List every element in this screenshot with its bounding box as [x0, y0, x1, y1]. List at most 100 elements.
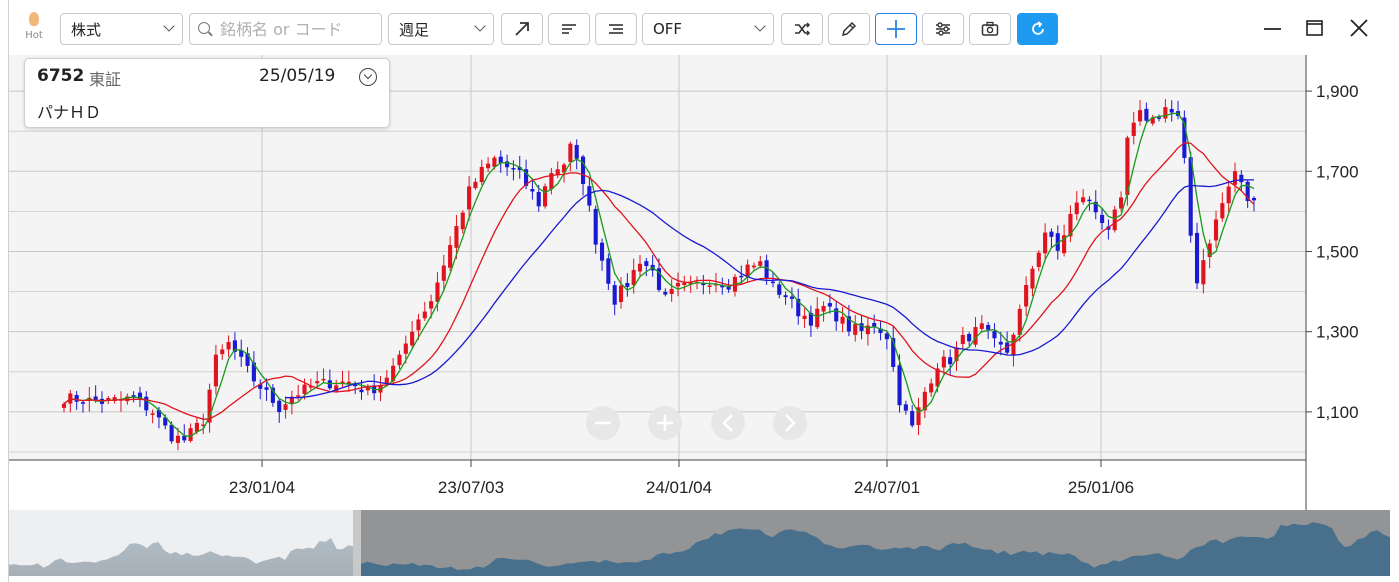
candle-body: [1251, 197, 1257, 201]
chevron-circle-down-icon[interactable]: [359, 68, 377, 86]
candle-body: [403, 343, 408, 354]
zoom-out-button[interactable]: [586, 406, 620, 440]
candle-body: [986, 324, 991, 330]
candle-body: [1188, 157, 1193, 236]
candle-body: [441, 265, 446, 281]
candle-body: [903, 404, 908, 411]
candle-body: [93, 396, 98, 401]
candle-body: [283, 404, 288, 410]
indicator-select[interactable]: OFF: [642, 13, 774, 45]
candle-body: [656, 268, 662, 290]
ma-short-line: [63, 112, 1255, 438]
candle-body: [796, 298, 801, 317]
candle-body: [131, 395, 136, 397]
candle-body: [751, 265, 757, 268]
x-tick-label: 24/07/01: [854, 478, 920, 497]
candle-body: [713, 283, 719, 286]
candle-body: [308, 386, 313, 388]
candle-body: [473, 181, 478, 189]
symbol-name: パナＨＤ: [37, 103, 102, 122]
navigator-handle[interactable]: [353, 510, 361, 576]
candle-body: [1074, 202, 1079, 215]
candle-body: [150, 413, 155, 415]
period-select[interactable]: 週足: [388, 13, 494, 45]
candle-body: [61, 403, 67, 408]
zoom-in-button[interactable]: [648, 406, 682, 440]
candle-body: [251, 362, 256, 382]
candle-body: [1049, 231, 1054, 237]
candle-body: [479, 166, 484, 183]
screenshot-button[interactable]: [969, 13, 1011, 45]
candle-body: [574, 144, 579, 159]
candle-body: [865, 325, 870, 335]
ma-mid-line: [63, 142, 1255, 420]
candle-body: [675, 282, 681, 287]
candle-body: [454, 226, 459, 248]
candle-body: [435, 282, 440, 302]
hot-button[interactable]: Hot: [20, 12, 48, 48]
candle-body: [998, 341, 1003, 345]
candle-body: [213, 354, 218, 387]
candle-body: [549, 173, 554, 190]
draw-button[interactable]: [828, 13, 870, 45]
align-left-button[interactable]: [548, 13, 590, 45]
candle-body: [872, 323, 877, 327]
candle-body: [1194, 232, 1200, 284]
refresh-icon: [1031, 21, 1044, 35]
symbol-date: 25/05/19: [259, 66, 336, 86]
navigator[interactable]: [9, 510, 1390, 576]
candle-body: [1112, 209, 1117, 231]
candle-body: [720, 285, 725, 288]
close-icon[interactable]: [1347, 16, 1371, 40]
security-type-value: 株式: [71, 20, 102, 39]
candle-body: [289, 396, 294, 405]
trendline-button[interactable]: [501, 13, 543, 45]
candle-body: [1220, 203, 1225, 219]
settings-button[interactable]: [922, 13, 964, 45]
trendline-icon: [515, 22, 529, 36]
candle-body: [1239, 174, 1244, 183]
maximize-icon[interactable]: [1303, 16, 1327, 40]
candle-body: [853, 324, 858, 335]
candle-body: [460, 212, 465, 230]
candle-body: [891, 338, 896, 367]
candle-body: [770, 281, 775, 284]
scroll-left-button[interactable]: [711, 406, 745, 440]
candle-body: [922, 391, 927, 411]
candle-body: [580, 156, 586, 184]
candle-body: [1100, 214, 1105, 224]
candle-body: [194, 422, 199, 432]
crosshair-button[interactable]: [875, 13, 917, 45]
candle-body: [631, 269, 636, 286]
search-input[interactable]: [220, 19, 370, 39]
align-right-button[interactable]: [595, 13, 637, 45]
candle-body: [1226, 186, 1231, 204]
scroll-right-button[interactable]: [773, 406, 807, 440]
refresh-button[interactable]: [1017, 13, 1058, 45]
navigator-unselected-region: [9, 510, 354, 576]
candle-body: [448, 245, 453, 268]
candle-body: [1043, 232, 1048, 254]
align-left-icon: [562, 24, 576, 34]
security-type-select[interactable]: 株式: [60, 13, 183, 45]
candle-body: [207, 389, 212, 423]
shuffle-button[interactable]: [781, 13, 823, 45]
hot-label: Hot: [25, 30, 43, 41]
shuffle-icon: [795, 22, 811, 36]
minimize-icon[interactable]: [1261, 16, 1285, 40]
candle-body: [359, 389, 364, 393]
candle-body: [701, 283, 706, 286]
candle-body: [239, 350, 244, 357]
x-tick-label: 25/01/06: [1068, 478, 1134, 497]
candle-body: [688, 282, 693, 285]
candle-body: [524, 169, 529, 186]
candle-body: [979, 323, 984, 329]
candle-body: [884, 333, 889, 340]
candle-body: [1201, 260, 1206, 285]
candle-body: [789, 296, 794, 299]
moving-averages: [63, 112, 1255, 438]
symbol-search[interactable]: [189, 13, 382, 45]
candle-body: [1213, 219, 1219, 241]
candle-body: [954, 347, 959, 361]
